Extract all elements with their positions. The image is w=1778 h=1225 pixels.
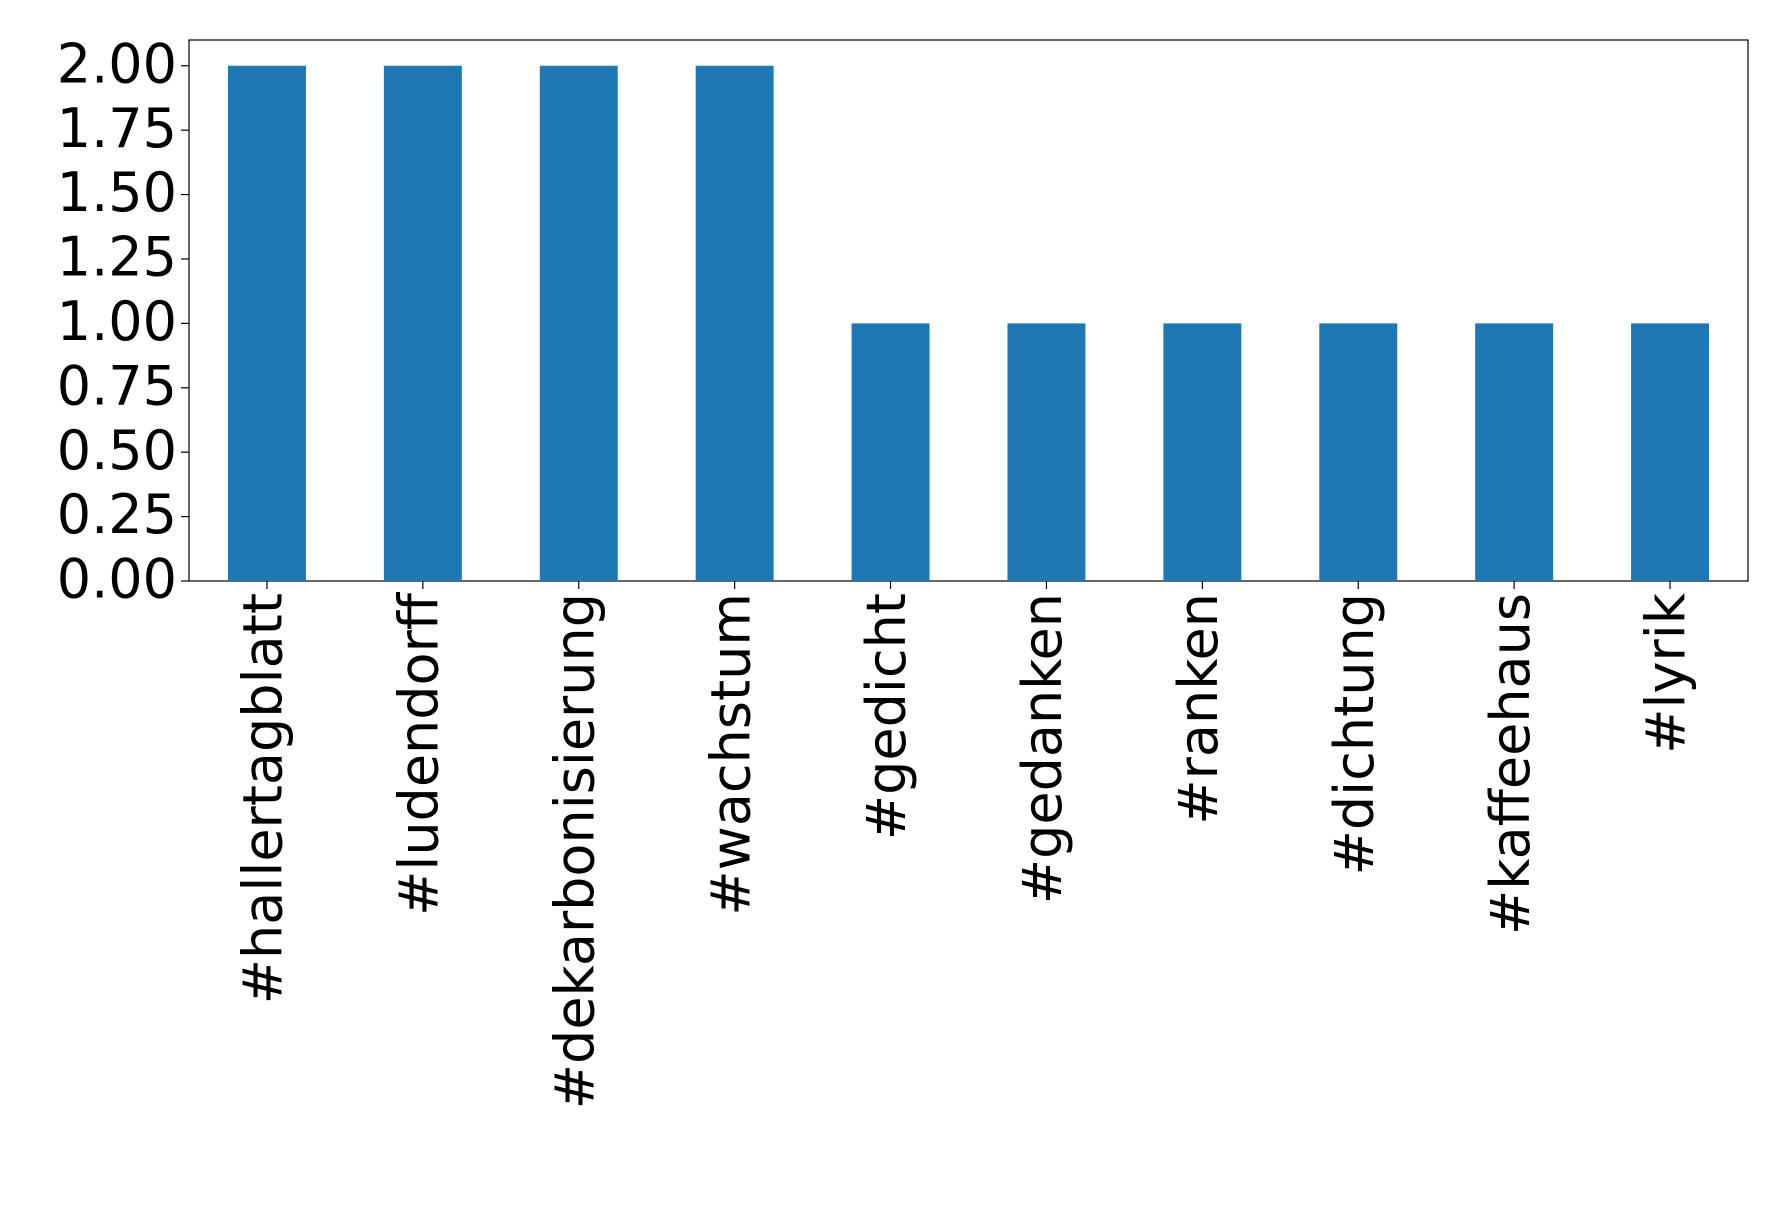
x-tick-label: #ludendorff xyxy=(387,591,450,916)
bar xyxy=(1319,323,1398,581)
y-tick-label: 0.00 xyxy=(57,548,177,611)
x-tick-label: #dichtung xyxy=(1323,593,1386,875)
x-tick-label: #dekarbonisierung xyxy=(543,593,606,1109)
bar xyxy=(851,323,930,581)
y-tick-label: 0.50 xyxy=(57,419,177,482)
x-tick-label: #kaffeehaus xyxy=(1479,593,1542,935)
y-tick-label: 0.75 xyxy=(57,354,177,417)
y-tick-label: 2.00 xyxy=(57,32,177,95)
bar xyxy=(383,65,462,581)
y-tick-label: 1.75 xyxy=(57,97,177,160)
x-tick-label: #ranken xyxy=(1167,593,1230,825)
bar xyxy=(1007,323,1086,581)
x-tick-label: #gedanken xyxy=(1011,593,1074,904)
bar xyxy=(1163,323,1242,581)
x-tick-label: #hallertagblatt xyxy=(232,593,295,1004)
bar xyxy=(1475,323,1554,581)
x-tick-label: #wachstum xyxy=(699,593,762,916)
y-tick-label: 1.50 xyxy=(57,161,177,224)
bar xyxy=(227,65,306,581)
plot-frame xyxy=(188,39,1749,582)
y-tick-label: 0.25 xyxy=(57,483,177,546)
y-tick-label: 1.00 xyxy=(57,290,177,353)
x-tick-label: #lyrik xyxy=(1635,592,1698,753)
bar xyxy=(539,65,618,581)
bar xyxy=(1631,323,1710,581)
bar xyxy=(695,65,774,581)
y-tick-label: 1.25 xyxy=(57,226,177,289)
x-tick-label: #gedicht xyxy=(855,593,918,840)
